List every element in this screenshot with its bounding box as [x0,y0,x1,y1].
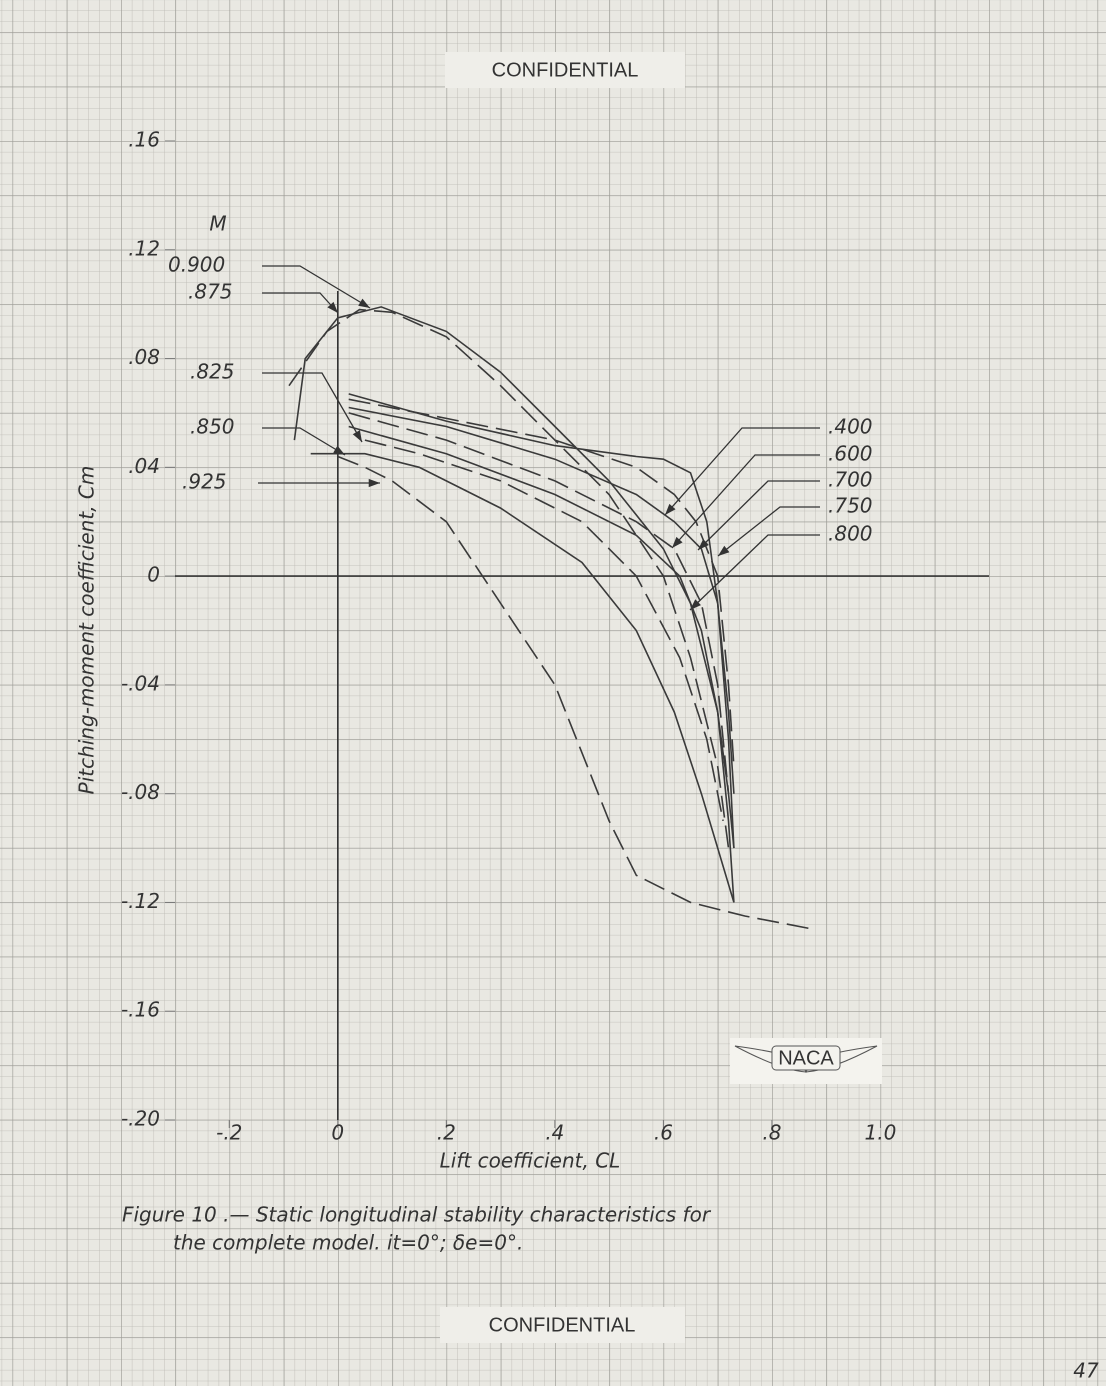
x-tick-label: .2 [437,1121,456,1145]
logo-badge [771,1045,841,1071]
y-tick-label: -.04 [121,671,160,695]
logo-text: NACA [778,1047,834,1069]
arrow-head [368,478,380,488]
series-label: .750 [828,494,873,518]
label-arrow [262,372,363,443]
label-arrow [697,480,820,551]
series-line [288,308,730,849]
x-axis-label: Lift coefficient, CL [440,1149,621,1173]
y-tick-label: 0 [147,563,160,587]
series-label: .925 [182,470,227,494]
series-label: 0.900 [168,253,225,277]
series-line [348,425,735,849]
label-arrow [717,506,820,557]
series-line [310,452,735,903]
y-tick-label: -.12 [121,889,160,913]
label-arrow [262,265,371,309]
y-tick-label: -.16 [121,998,160,1022]
stamp-bg [440,1307,685,1343]
series-line [337,455,816,931]
series-label: .850 [190,415,235,439]
arrow-head [672,536,683,548]
caption: Figure 10 .— Static longitudinal stabili… [122,1203,712,1227]
x-tick-label: .6 [654,1121,673,1145]
series-line [348,412,730,794]
x-tick-label: 1.0 [865,1121,897,1145]
confidential-bottom: CONFIDENTIAL [489,1314,636,1336]
series-line [348,398,735,767]
series-label: .600 [828,442,873,466]
arrow-head [718,545,730,556]
stamp-bg [445,52,685,88]
y-tick-label: -.20 [121,1107,160,1131]
label-arrow [671,454,820,549]
label-arrow [664,427,820,516]
series-label: .800 [828,522,873,546]
y-axis-label: Pitching-moment coefficient, Cm [75,466,99,795]
confidential-top: CONFIDENTIAL [492,59,639,81]
series-line [348,393,735,794]
page-number: 47 [1073,1359,1099,1383]
arrow-head [698,539,709,550]
label-arrow [689,534,820,611]
arrow-head [665,503,676,515]
series-label: .700 [828,468,873,492]
arrow-head [352,430,362,442]
label-arrow [262,427,346,456]
y-tick-label: .12 [128,236,160,260]
arrow-head [358,298,370,308]
legend-title: M [209,212,226,236]
caption: the complete model. it=0°; δe=0°. [173,1231,523,1255]
arrow-head [327,301,338,313]
series-label: .825 [190,360,235,384]
arrow-head [333,445,345,455]
y-tick-label: .08 [128,345,160,369]
arrow-head [690,599,701,610]
series-label: .875 [188,280,233,304]
y-tick-label: .04 [128,454,160,478]
x-tick-label: .8 [762,1121,781,1145]
series-line [364,439,724,822]
x-tick-label: -.2 [216,1121,242,1145]
y-tick-label: -.08 [121,780,160,804]
y-tick-label: .16 [128,128,160,152]
x-tick-label: .4 [545,1121,564,1145]
series-line [348,406,735,849]
series-line [293,306,735,903]
x-tick-label: 0 [331,1121,344,1145]
series-label: .400 [828,415,873,439]
